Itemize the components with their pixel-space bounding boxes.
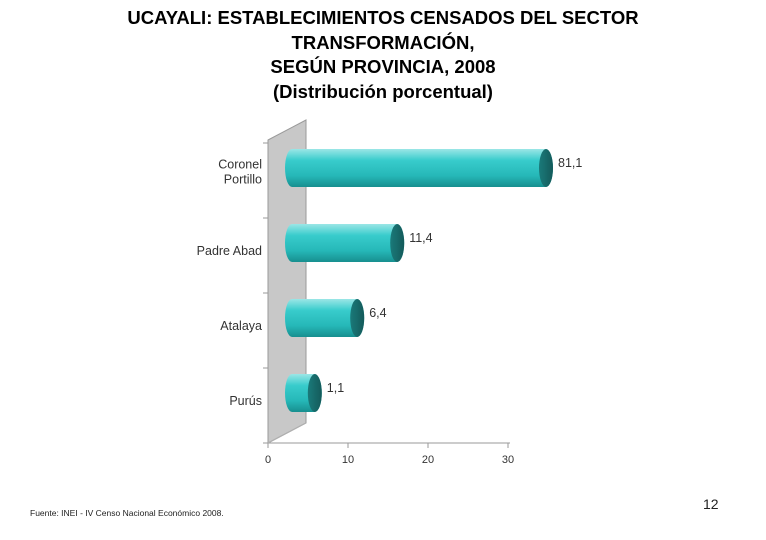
x-tick-label: 20 <box>422 454 434 466</box>
category-label: Padre Abad <box>197 244 262 258</box>
value-label: 6,4 <box>369 306 386 320</box>
x-tick-label: 10 <box>342 454 354 466</box>
bar-end-cap <box>390 224 405 262</box>
bar <box>285 224 405 262</box>
category-label: Purús <box>229 394 262 408</box>
x-tick-label: 0 <box>265 454 271 466</box>
bar-body <box>285 224 405 262</box>
chart-title-line: TRANSFORMACIÓN, <box>291 31 475 53</box>
bar <box>285 149 553 187</box>
bar-body <box>285 299 365 337</box>
bar-body <box>285 149 553 187</box>
page-number: 12 <box>703 496 719 512</box>
category-label: Coronel Portillo <box>218 158 262 187</box>
value-label: 81,1 <box>558 156 582 170</box>
x-tick-label: 30 <box>502 454 514 466</box>
bar-end-cap <box>539 149 553 187</box>
category-label-line: Coronel <box>218 158 262 172</box>
chart-title: UCAYALI: ESTABLECIMIENTOS CENSADOS DEL S… <box>0 6 766 104</box>
chart-title-line: UCAYALI: ESTABLECIMIENTOS CENSADOS DEL S… <box>127 7 639 28</box>
chart-title-line: (Distribución porcentual) <box>273 80 493 102</box>
bar-end-cap <box>307 374 322 412</box>
category-label-line: Padre Abad <box>197 244 262 258</box>
x-axis-depth-line <box>267 422 307 444</box>
category-label-line: Portillo <box>224 173 262 187</box>
category-label: Atalaya <box>220 319 262 333</box>
value-label: 1,1 <box>327 381 344 395</box>
category-label-line: Purús <box>229 394 262 408</box>
bar <box>285 374 322 412</box>
value-label: 11,4 <box>409 231 432 245</box>
source-note: Fuente: INEI - IV Censo Nacional Económi… <box>30 508 224 518</box>
chart-title-line: SEGÚN PROVINCIA, 2008 <box>270 56 496 77</box>
bar-end-cap <box>350 299 365 337</box>
bar <box>285 299 365 337</box>
category-label-line: Atalaya <box>220 319 262 333</box>
